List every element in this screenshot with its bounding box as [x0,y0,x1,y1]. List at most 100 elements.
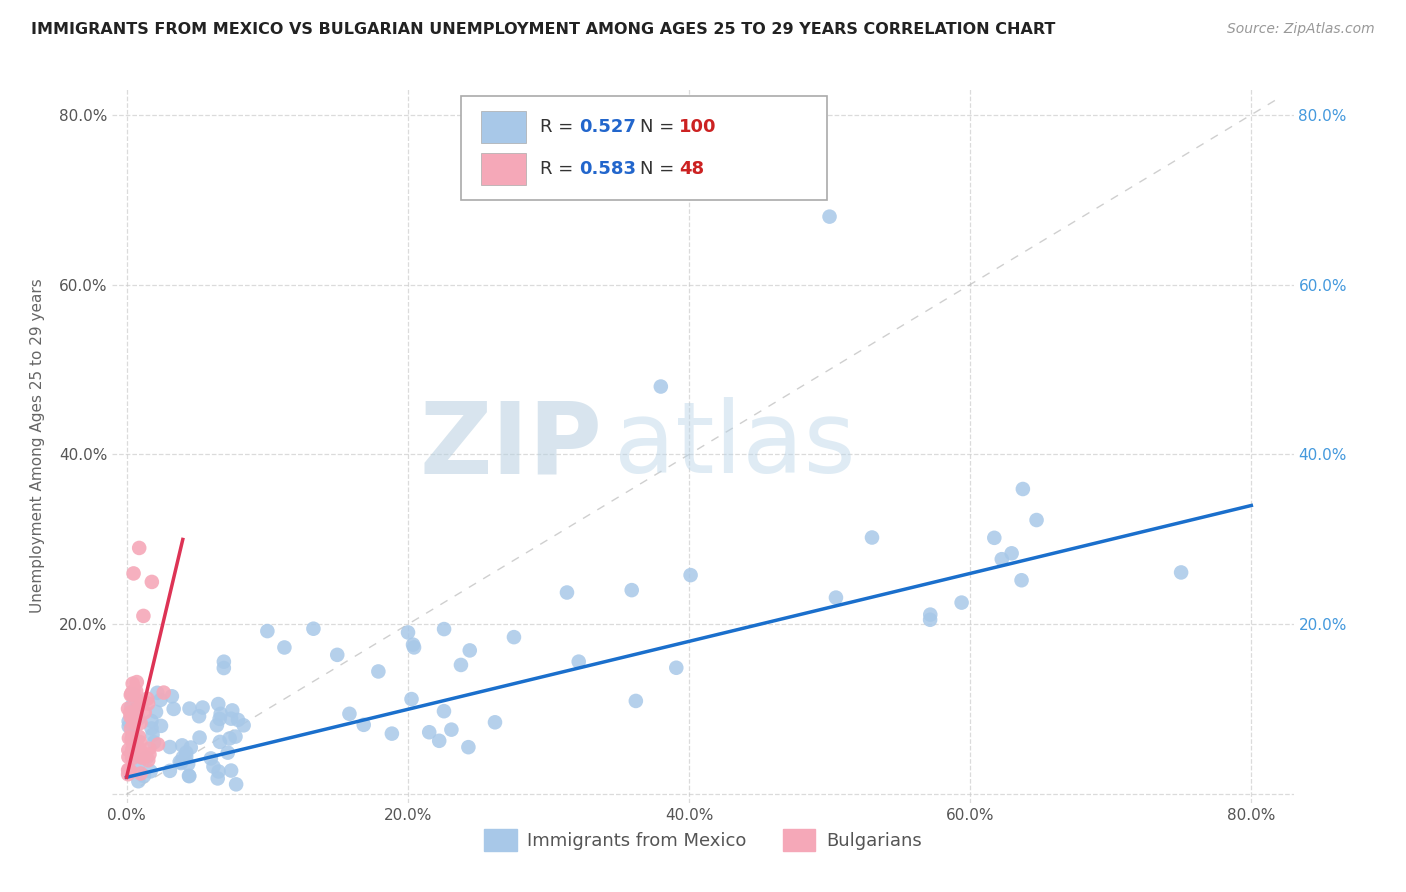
Point [396,625,419,640]
Point [208,712,231,726]
Point [212,661,235,675]
Point [818,210,841,224]
Point [179,769,201,783]
Point [172,750,194,764]
Point [121,687,143,701]
Point [128,541,150,555]
Point [125,737,148,751]
Point [920,607,942,622]
Point [129,715,152,730]
Point [122,566,145,581]
Point [208,735,231,749]
FancyBboxPatch shape [481,111,526,143]
Point [381,726,404,740]
Point [219,764,242,778]
Point [339,706,361,721]
Point [152,685,174,699]
Point [620,583,643,598]
Text: 100: 100 [679,118,717,136]
Point [212,655,235,669]
Point [401,692,423,706]
Point [128,711,150,725]
Point [555,585,578,599]
Point [122,688,145,702]
Point [128,756,150,771]
Point [221,703,243,717]
Point [177,757,200,772]
FancyBboxPatch shape [481,153,526,186]
Point [188,731,211,745]
Point [150,719,173,733]
Point [125,701,148,715]
Point [226,713,249,727]
Point [458,643,481,657]
Point [129,744,152,758]
Point [1025,513,1047,527]
Text: 0.527: 0.527 [579,118,636,136]
Text: Source: ZipAtlas.com: Source: ZipAtlas.com [1227,22,1375,37]
Point [679,568,702,582]
FancyBboxPatch shape [461,96,827,200]
Point [207,764,229,779]
Point [121,742,143,756]
Y-axis label: Unemployment Among Ages 25 to 29 years: Unemployment Among Ages 25 to 29 years [31,278,45,614]
Point [218,731,240,746]
Point [146,738,169,752]
Point [121,732,143,747]
Point [149,693,172,707]
Point [326,648,349,662]
Point [121,751,143,765]
Point [118,714,141,729]
Point [138,741,160,756]
Point [136,753,159,767]
Text: ZIP: ZIP [420,398,603,494]
Point [143,735,166,749]
Point [450,657,472,672]
Point [991,552,1014,566]
Point [145,705,167,719]
Point [117,750,139,764]
Point [200,751,222,765]
Text: N =: N = [640,161,681,178]
Point [179,701,201,715]
Point [1001,546,1024,560]
Point [117,767,139,781]
Point [174,746,197,760]
Point [160,690,183,704]
Point [118,719,141,733]
Point [256,624,278,638]
Point [302,622,325,636]
Point [402,640,425,655]
Point [219,712,242,726]
Point [418,725,440,739]
Point [132,769,155,783]
Point [433,704,456,718]
Point [122,715,145,730]
Point [134,749,156,764]
Point [180,740,202,755]
Point [131,750,153,764]
Point [121,686,143,700]
Point [209,706,232,721]
Point [624,694,647,708]
Point [191,700,214,714]
Point [129,697,152,711]
Point [174,749,197,764]
Point [367,665,389,679]
Point [665,661,688,675]
Point [188,709,211,723]
Point [138,747,160,762]
Point [503,630,526,644]
Point [127,694,149,708]
Point [170,756,193,770]
Point [1170,566,1192,580]
Point [141,714,163,728]
Point [127,774,149,789]
Point [118,731,141,745]
Point [146,686,169,700]
Point [207,772,229,786]
Point [484,715,506,730]
Point [650,379,672,393]
Point [117,702,139,716]
Point [132,608,155,623]
